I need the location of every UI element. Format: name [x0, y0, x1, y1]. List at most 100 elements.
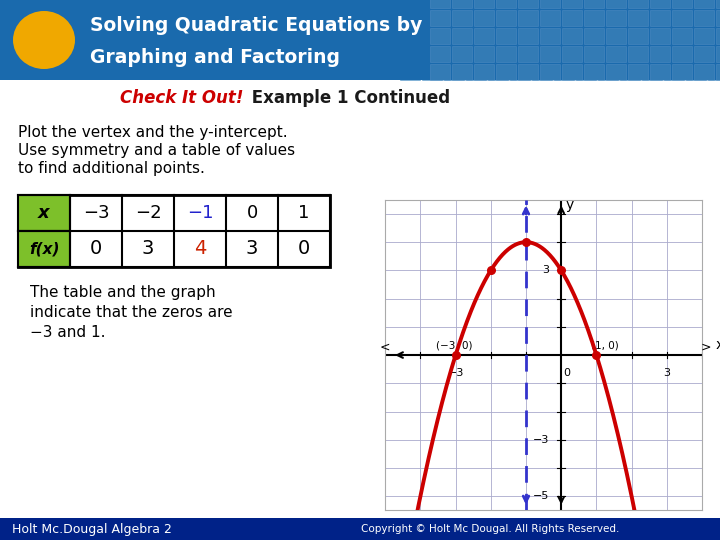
Bar — [540, 10, 560, 26]
Bar — [466, 28, 486, 44]
Bar — [400, 10, 420, 26]
Bar — [540, 28, 560, 44]
Bar — [562, 0, 582, 8]
Bar — [642, 0, 662, 8]
Bar — [488, 10, 508, 26]
Bar — [606, 46, 626, 62]
Bar — [642, 64, 662, 80]
Bar — [576, 28, 596, 44]
Bar — [430, 64, 450, 80]
Text: >: > — [701, 340, 711, 353]
Bar — [686, 0, 706, 8]
Bar — [620, 46, 640, 62]
Bar — [18, 195, 70, 231]
Bar — [672, 28, 692, 44]
Bar — [686, 10, 706, 26]
Bar — [576, 0, 596, 8]
Bar — [650, 46, 670, 62]
Text: <: < — [380, 340, 390, 353]
Bar — [716, 46, 720, 62]
Bar — [540, 64, 560, 80]
Bar — [694, 46, 714, 62]
Bar — [598, 28, 618, 44]
Bar — [694, 0, 714, 8]
Bar — [606, 0, 626, 8]
Bar — [650, 10, 670, 26]
Bar — [400, 0, 420, 8]
Bar — [584, 46, 604, 62]
Bar — [664, 64, 684, 80]
Bar — [474, 10, 494, 26]
Bar — [554, 0, 574, 8]
Text: −5: −5 — [533, 491, 549, 501]
Bar — [422, 0, 442, 8]
Text: 3: 3 — [142, 240, 154, 259]
Bar — [510, 0, 530, 8]
Bar — [664, 0, 684, 8]
Text: Plot the vertex and the y-intercept.: Plot the vertex and the y-intercept. — [18, 125, 287, 139]
Point — [521, 238, 532, 246]
Bar — [672, 46, 692, 62]
Bar — [562, 64, 582, 80]
Bar — [628, 10, 648, 26]
Point — [450, 351, 462, 360]
Bar — [628, 28, 648, 44]
Bar — [642, 46, 662, 62]
Bar — [716, 10, 720, 26]
Text: −3 and 1.: −3 and 1. — [30, 325, 106, 340]
Text: −3: −3 — [447, 368, 464, 378]
Text: 3: 3 — [246, 240, 258, 259]
Text: x: x — [38, 204, 50, 222]
Bar — [584, 64, 604, 80]
Bar — [452, 46, 472, 62]
Bar — [708, 28, 720, 44]
Bar — [554, 64, 574, 80]
Bar — [540, 0, 560, 8]
Text: The table and the graph: The table and the graph — [30, 285, 215, 300]
Bar — [664, 28, 684, 44]
Bar — [620, 28, 640, 44]
Bar — [510, 64, 530, 80]
Bar — [422, 28, 442, 44]
Bar — [628, 64, 648, 80]
Bar — [488, 0, 508, 8]
Bar — [444, 0, 464, 8]
Text: Copyright © Holt Mc Dougal. All Rights Reserved.: Copyright © Holt Mc Dougal. All Rights R… — [361, 524, 619, 534]
Bar — [0, 518, 720, 540]
Bar — [496, 10, 516, 26]
Text: Example 1 Continued: Example 1 Continued — [246, 89, 450, 107]
Text: x: x — [716, 338, 720, 352]
Bar — [452, 10, 472, 26]
Text: Graphing and Factoring: Graphing and Factoring — [90, 48, 340, 67]
Bar — [444, 10, 464, 26]
Text: 0: 0 — [90, 240, 102, 259]
Bar — [576, 10, 596, 26]
Text: 3: 3 — [542, 265, 549, 275]
Text: −3: −3 — [533, 435, 549, 445]
Bar — [620, 64, 640, 80]
Bar — [664, 46, 684, 62]
Bar — [474, 46, 494, 62]
Bar — [598, 46, 618, 62]
Bar — [606, 10, 626, 26]
Text: (−3, 0): (−3, 0) — [436, 340, 473, 350]
Bar — [474, 28, 494, 44]
Bar — [532, 0, 552, 8]
Bar — [0, 0, 720, 80]
Bar — [694, 64, 714, 80]
Bar — [540, 46, 560, 62]
Bar — [474, 64, 494, 80]
Bar — [452, 28, 472, 44]
Bar — [664, 10, 684, 26]
Text: 0: 0 — [246, 204, 258, 222]
Bar — [628, 0, 648, 8]
Bar — [562, 46, 582, 62]
Bar — [18, 231, 70, 267]
Bar — [532, 28, 552, 44]
Bar — [642, 28, 662, 44]
Bar — [584, 10, 604, 26]
Bar — [422, 46, 442, 62]
Text: y: y — [566, 198, 574, 212]
Bar — [510, 46, 530, 62]
Bar — [686, 46, 706, 62]
